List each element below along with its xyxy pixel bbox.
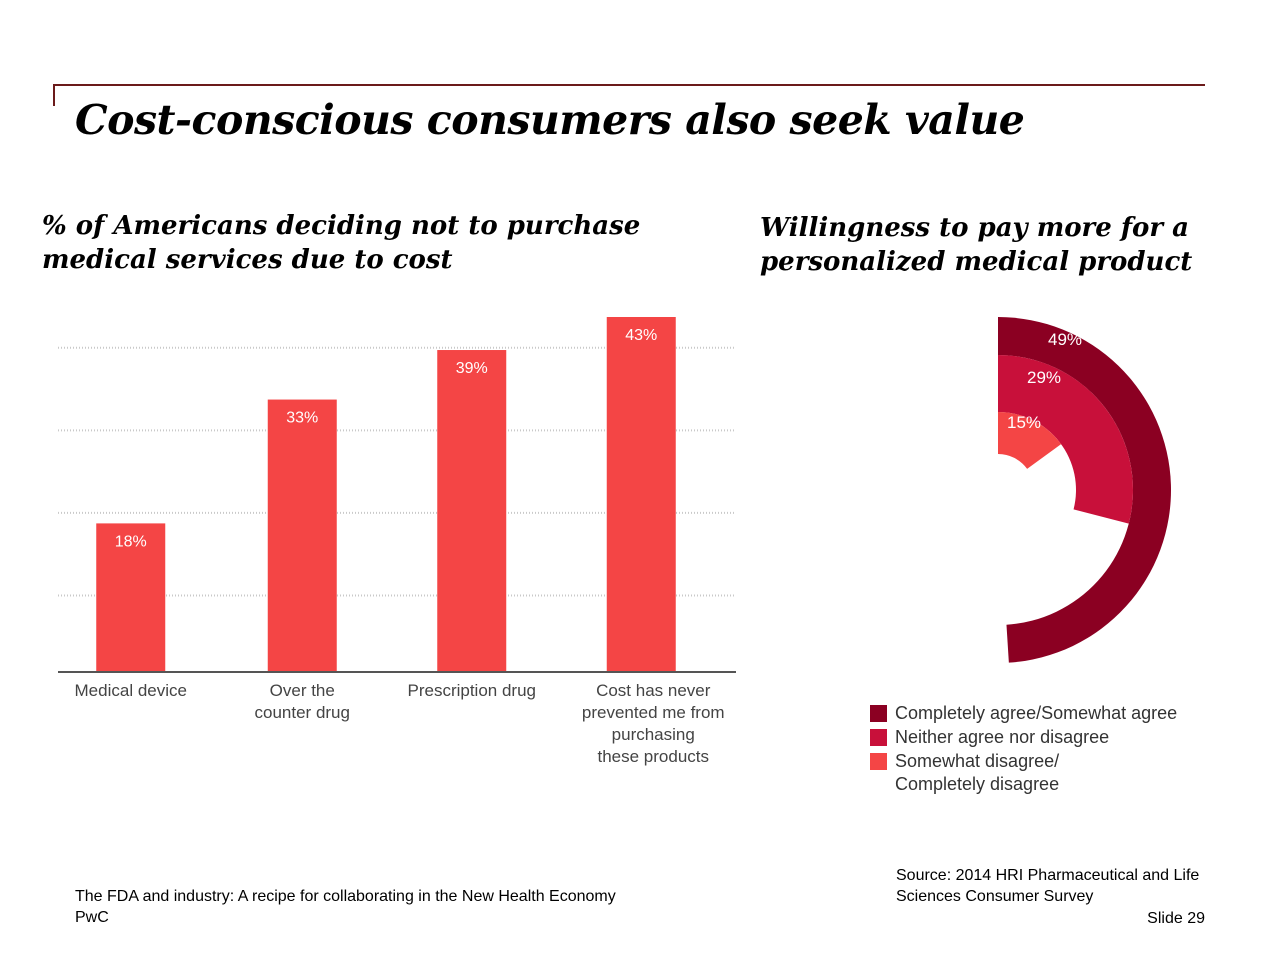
- bar: [267, 399, 337, 672]
- slide-title: Cost-conscious consumers also seek value: [75, 96, 1025, 144]
- legend-item: Completely agree/Somewhat agree: [870, 702, 1215, 725]
- source-note: Source: 2014 HRI Pharmaceutical and Life…: [896, 867, 1200, 905]
- legend-label: Completely agree/Somewhat agree: [895, 703, 1178, 723]
- bar-value-label: 18%: [115, 533, 147, 550]
- bar-value-label: 43%: [625, 327, 657, 344]
- arc-chart-legend: Completely agree/Somewhat agree Neither …: [870, 702, 1215, 797]
- legend-swatch: [870, 705, 887, 722]
- x-tick-label: Cost has never: [596, 681, 711, 700]
- bar: [96, 523, 166, 672]
- arc-segment: [998, 317, 1171, 663]
- legend-swatch: [870, 729, 887, 746]
- bar-chart-title: % of Americans deciding not to purchase m…: [42, 211, 641, 275]
- legend-swatch: [870, 753, 887, 770]
- bar: [606, 317, 676, 672]
- arc-value-label: 49%: [1048, 330, 1082, 349]
- legend-item: Somewhat disagree/Completely disagree: [870, 750, 1215, 796]
- legend-label: Somewhat disagree/Completely disagree: [895, 751, 1060, 794]
- x-tick-label: counter drug: [255, 703, 350, 722]
- bar: [437, 350, 507, 672]
- arc-value-label: 15%: [1007, 413, 1041, 432]
- arc-chart-title: Willingness to pay more for a personalize…: [760, 213, 1193, 277]
- footer-org: PwC: [75, 909, 109, 926]
- x-tick-label: Medical device: [75, 681, 187, 700]
- arc-chart: 49% 29% 15%: [998, 317, 1171, 663]
- footer-title: The FDA and industry: A recipe for colla…: [75, 888, 616, 905]
- x-tick-label: prevented me from: [582, 703, 725, 722]
- bar-value-label: 39%: [456, 360, 488, 377]
- arc-value-label: 29%: [1027, 368, 1061, 387]
- legend-label: Neither agree nor disagree: [895, 727, 1110, 747]
- bar-chart: 18% Medical device 33% Over the counter drug…: [58, 317, 736, 766]
- x-tick-label: Prescription drug: [407, 681, 536, 700]
- x-tick-label: purchasing: [612, 725, 695, 744]
- x-tick-label: these products: [597, 747, 709, 766]
- title-rule-tick: [53, 84, 55, 106]
- footer-left: The FDA and industry: A recipe for colla…: [75, 886, 616, 928]
- bar-value-label: 33%: [286, 410, 318, 427]
- title-rule: [53, 84, 1205, 86]
- legend-item: Neither agree nor disagree: [870, 726, 1215, 749]
- arc-segment: [998, 412, 1062, 469]
- arc-segment: [998, 355, 1133, 524]
- x-tick-label: Over the: [270, 681, 335, 700]
- slide-number: Slide 29: [1147, 910, 1205, 927]
